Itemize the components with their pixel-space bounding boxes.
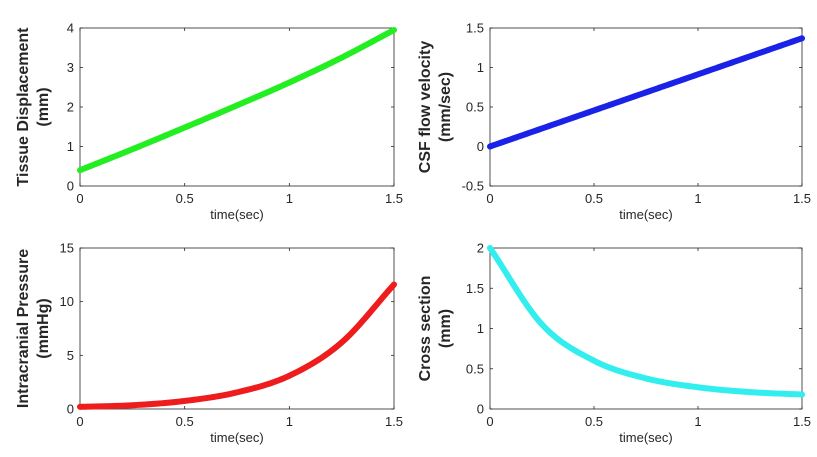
data-point (539, 321, 545, 328)
y-axis-label: CSF flow velocity (mm/sec) (417, 41, 454, 174)
y-tick-label: 0 (477, 402, 484, 417)
x-tick-label: 1.5 (793, 414, 811, 429)
data-point (286, 373, 292, 379)
x-tick-label: 1.5 (793, 191, 811, 206)
data-point (182, 124, 188, 131)
data-point (591, 107, 597, 114)
y-tick-label: 0 (67, 402, 74, 417)
y-tick-label: 10 (60, 294, 74, 309)
subplot-intracranial-pressure: 0 0.5 1 1.5 0 5 10 15 time(sec) Intracranial Pres… (15, 241, 403, 446)
x-axis-label: time(sec) (619, 207, 672, 222)
data-point (77, 404, 83, 410)
data-point (129, 146, 135, 152)
y-tick-label: 1 (477, 60, 484, 75)
x-tick-label: 1 (694, 191, 701, 206)
data-point (129, 402, 135, 408)
subplot-cross-section: 0 0.5 1 1.5 0 0.5 1 1.5 2 time(sec) Cross section(… (417, 241, 811, 446)
data-point (799, 391, 805, 398)
y-tick-label: 0.5 (466, 100, 484, 115)
data-point (391, 281, 397, 288)
x-tick-label: 1 (286, 414, 293, 429)
x-axis-label: time(sec) (210, 430, 263, 445)
x-tick-label: 0 (486, 191, 493, 206)
y-axis-label: Cross section (mm) (417, 276, 454, 382)
y-tick-label: 5 (67, 348, 74, 363)
y-tick-label: 0 (477, 139, 484, 154)
y-tick-label: 15 (60, 241, 74, 256)
data-point (77, 167, 83, 173)
y-tick-label: 4 (67, 21, 74, 36)
x-tick-label: 0.5 (585, 191, 603, 206)
x-axis-label: time(sec) (210, 207, 263, 222)
data-point (487, 245, 493, 251)
subplot-tissue-displacement: 0 0.5 1 1.5 0 1 2 3 4 time(sec) Tissue Displacemen… (15, 21, 403, 223)
data-point (487, 143, 493, 150)
x-tick-label: 1 (694, 414, 701, 429)
x-tick-label: 1.5 (385, 191, 403, 206)
x-tick-label: 0 (76, 191, 83, 206)
y-axis-label-line: (mm) (437, 309, 454, 348)
y-tick-label: 1 (477, 321, 484, 336)
data-point (747, 389, 753, 395)
plot-area (79, 247, 395, 410)
data-point (591, 358, 597, 364)
data-point (643, 375, 649, 382)
y-axis-label: Tissue Displacement (mm) (15, 27, 52, 187)
x-tick-label: 0.5 (176, 414, 194, 429)
y-tick-label: 0.5 (466, 361, 484, 376)
x-tick-label: 0.5 (176, 191, 194, 206)
y-tick-label: 1 (67, 139, 74, 154)
y-axis-label-line: (mm/sec) (437, 72, 454, 142)
y-tick-label: 1.5 (466, 281, 484, 296)
x-tick-label: 0.5 (585, 414, 603, 429)
data-point (339, 55, 345, 61)
series-line (487, 35, 805, 150)
data-point (799, 35, 805, 41)
x-axis-label: time(sec) (619, 430, 672, 445)
y-tick-label: 2 (477, 241, 484, 256)
data-point (339, 339, 345, 346)
y-axis-label-line: CSF flow velocity (417, 41, 434, 174)
data-point (182, 398, 188, 404)
data-point (695, 71, 701, 77)
y-axis-label: Intracranial Pressure (mmHg) (15, 249, 52, 408)
data-point (695, 384, 701, 390)
x-tick-label: 1 (286, 191, 293, 206)
y-axis-label-line: (mmHg) (35, 298, 52, 358)
plot-area (489, 247, 803, 410)
data-point (234, 389, 240, 395)
y-tick-label: 3 (67, 60, 74, 75)
y-axis-label-line: Tissue Displacement (15, 27, 32, 187)
data-point (391, 27, 397, 33)
y-tick-label: 2 (67, 100, 74, 115)
y-tick-label: 1.5 (466, 21, 484, 36)
x-tick-label: 0 (76, 414, 83, 429)
data-point (234, 102, 240, 109)
y-tick-label: 0 (67, 179, 74, 194)
x-tick-label: 0 (486, 414, 493, 429)
y-axis-label-line: (mm) (35, 87, 52, 126)
y-axis-label-line: Intracranial Pressure (15, 249, 32, 408)
y-axis-label-line: Cross section (417, 276, 434, 382)
y-tick-label: -0.5 (462, 179, 484, 194)
data-point (286, 79, 292, 86)
x-tick-label: 1.5 (385, 414, 403, 429)
